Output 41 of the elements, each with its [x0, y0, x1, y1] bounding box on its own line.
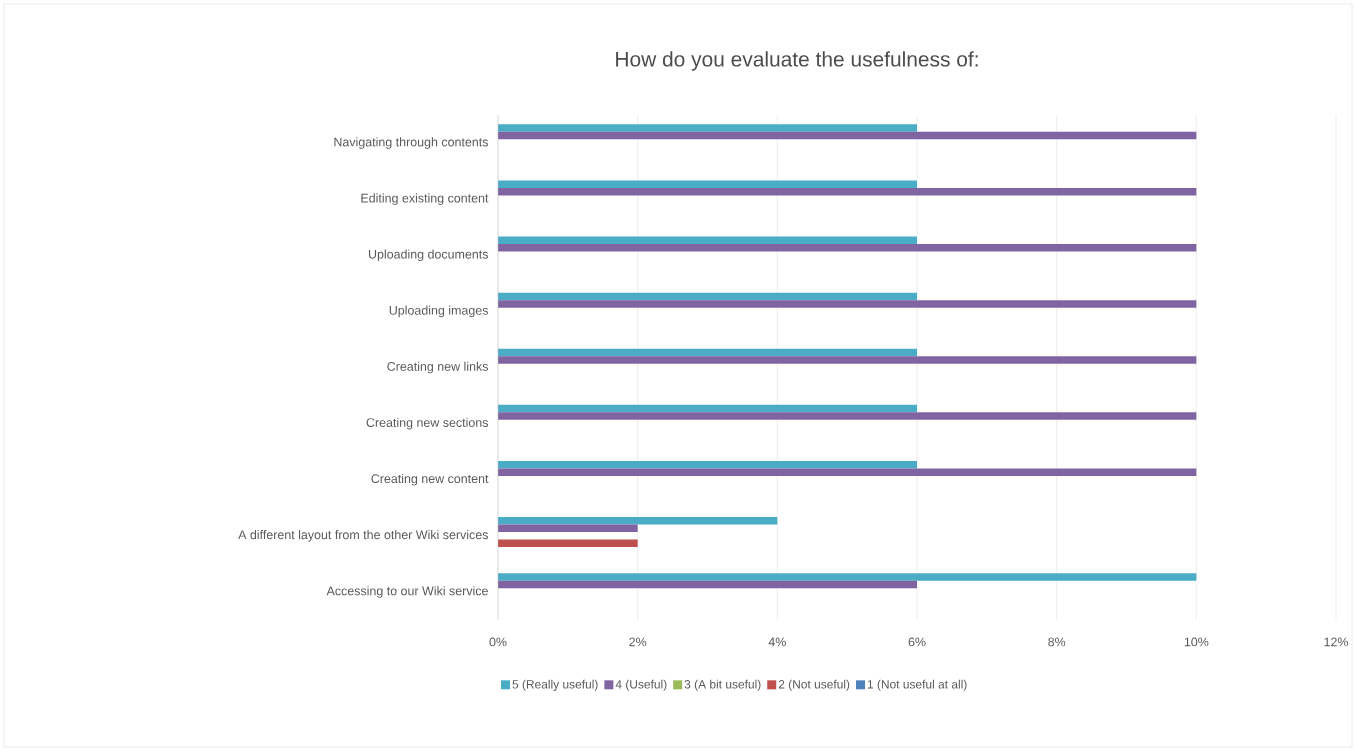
bar — [498, 468, 1197, 476]
x-tick-label: 6% — [908, 637, 926, 647]
y-tick-label: A different layout from the other Wiki services — [238, 530, 488, 542]
bar — [498, 292, 918, 301]
chart-title: How do you evaluate the usefulness of: — [616, 51, 978, 71]
bar — [498, 539, 638, 548]
bar — [498, 187, 1197, 196]
bar — [498, 580, 918, 589]
bar — [498, 412, 1197, 420]
x-tick-label: 0% — [489, 637, 507, 647]
legend-label: 2 (Not useful) — [778, 679, 850, 691]
legend-label: 1 (Not useful at all) — [867, 679, 967, 691]
y-tick-label: Editing existing content — [361, 193, 489, 205]
bar — [498, 404, 918, 413]
bar — [498, 124, 918, 132]
bar — [498, 244, 1197, 252]
y-tick-label: Uploading documents — [368, 249, 488, 262]
bar — [498, 236, 918, 245]
x-tick-label: 2% — [629, 637, 647, 647]
y-tick-label: Uploading images — [389, 305, 488, 318]
bar — [498, 517, 778, 525]
legend-label: 4 (Useful) — [615, 679, 667, 691]
y-tick-label: Navigating through contents — [334, 137, 488, 149]
bar — [498, 300, 1197, 308]
x-tick-label: 12% — [1324, 637, 1349, 647]
legend-label: 5 (Really useful) — [512, 679, 598, 691]
bar — [498, 348, 918, 357]
x-tick-label: 10% — [1184, 637, 1209, 647]
x-tick-label: 4% — [768, 637, 786, 647]
y-tick-label: Creating new links — [387, 361, 489, 374]
y-tick-label: Creating new sections — [366, 417, 489, 430]
bar — [498, 573, 1197, 581]
bar — [498, 524, 638, 533]
bar — [498, 180, 918, 188]
y-tick-label: Accessing to our Wiki service — [326, 586, 488, 598]
x-tick-label: 8% — [1048, 637, 1066, 647]
y-tick-label: Creating new content — [371, 473, 489, 486]
bar — [498, 460, 918, 469]
legend-label: 3 (A bit useful) — [684, 679, 761, 691]
bar — [498, 131, 1197, 140]
bar — [498, 356, 1197, 364]
